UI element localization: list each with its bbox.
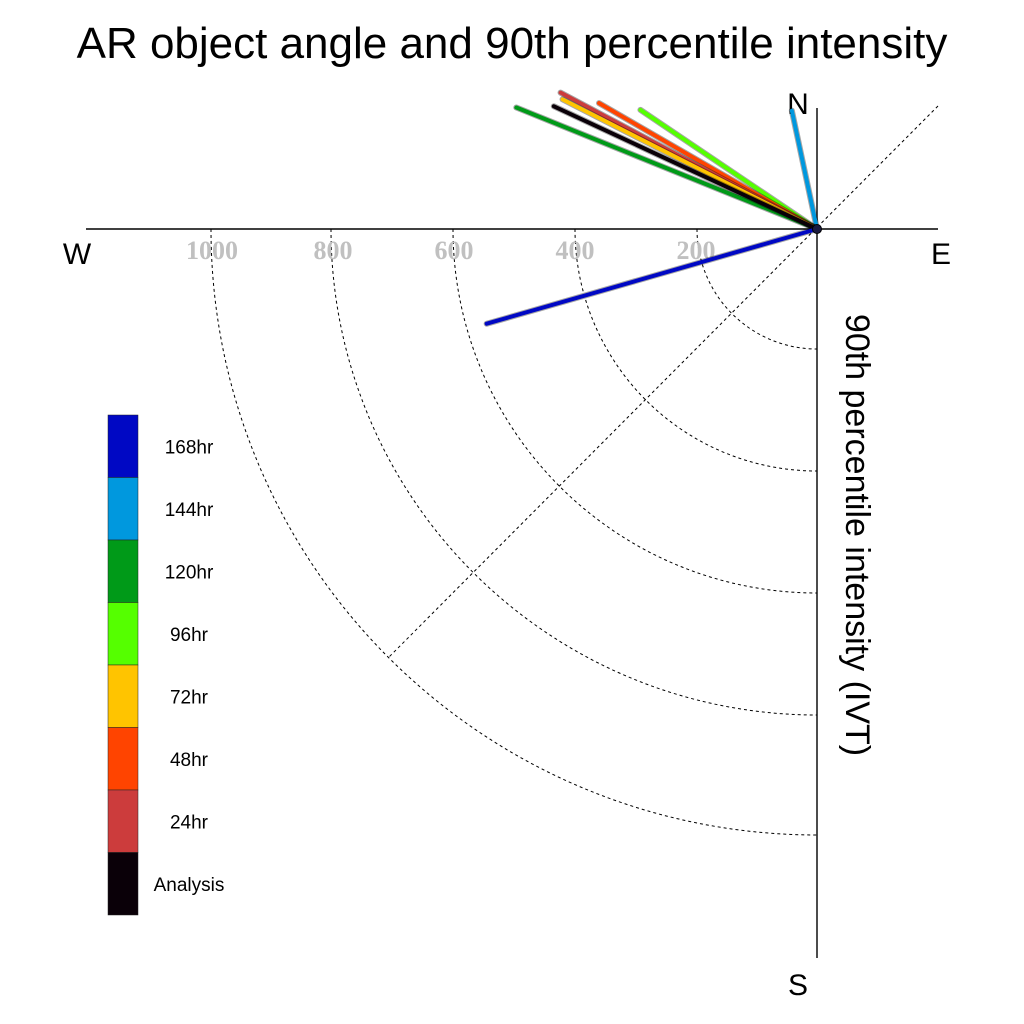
legend: 168hr 144hr 120hr 96hr 72hr 48hr 24hr Analysis (107, 414, 225, 916)
legend-swatch-analysis (107, 852, 139, 916)
radial-tick-400: 400 (556, 236, 595, 265)
legend-swatch-24hr (107, 789, 139, 853)
radial-tick-labels: 1000 800 600 400 200 (186, 236, 716, 265)
legend-label-168hr: 168hr (165, 437, 214, 458)
legend-label-96hr: 96hr (170, 625, 209, 646)
vector-120hr (513, 104, 820, 232)
legend-label-48hr: 48hr (170, 750, 209, 771)
grid-arc-3 (452, 228, 818, 594)
legend-label-analysis: Analysis (154, 875, 225, 896)
grid-arc-1 (696, 228, 818, 350)
vector-168hr (483, 226, 820, 327)
vector-analysis (550, 103, 820, 232)
compass-south: S (788, 969, 808, 1002)
legend-swatch-96hr (107, 602, 139, 666)
vector-96hr (637, 106, 820, 232)
legend-swatch-144hr (107, 477, 139, 541)
radial-tick-600: 600 (435, 236, 474, 265)
chart-title: AR object angle and 90th percentile inte… (77, 19, 948, 68)
compass-west: W (63, 238, 92, 271)
legend-label-72hr: 72hr (170, 687, 209, 708)
vector-144hr (788, 107, 820, 232)
legend-swatch-168hr (107, 414, 139, 478)
legend-swatch-120hr (107, 539, 139, 603)
compass-east: E (931, 238, 951, 271)
origin-point (812, 224, 822, 234)
legend-swatch-48hr (107, 727, 139, 791)
grid-arc-2 (574, 228, 818, 472)
legend-label-24hr: 24hr (170, 812, 209, 833)
radial-tick-1000: 1000 (186, 236, 238, 265)
legend-swatch-72hr (107, 664, 139, 728)
grid-diagonal (387, 105, 939, 659)
grid-arc-5 (210, 228, 818, 836)
grid-arc-4 (330, 228, 818, 716)
legend-label-120hr: 120hr (165, 562, 214, 583)
y-axis-label: 90th percentile intensity (IVT) (838, 314, 876, 756)
legend-label-144hr: 144hr (165, 500, 214, 521)
polar-grid (210, 105, 939, 836)
radial-tick-800: 800 (314, 236, 353, 265)
vector-series (483, 89, 820, 327)
